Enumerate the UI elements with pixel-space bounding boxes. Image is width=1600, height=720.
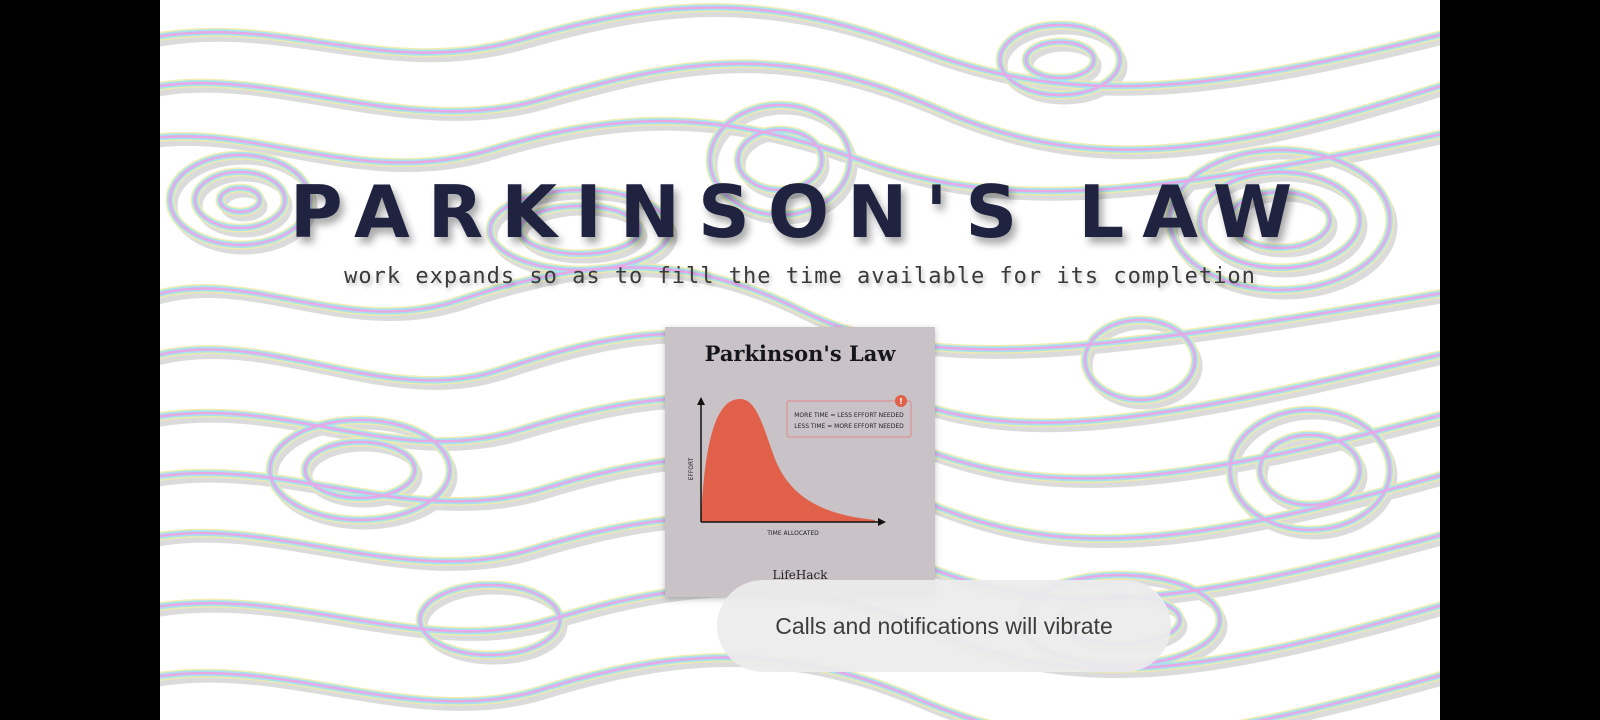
y-axis-label: EFFORT bbox=[688, 457, 695, 480]
slide-title: PARKINSON'S LAW bbox=[289, 170, 1311, 254]
infographic-brand: LifeHack bbox=[772, 568, 828, 582]
slide-subtitle: work expands so as to fill the time avai… bbox=[344, 264, 1256, 289]
note-line-2: LESS TIME = MORE EFFORT NEEDED bbox=[794, 423, 904, 430]
alert-badge-icon bbox=[895, 395, 907, 407]
video-slide[interactable]: PARKINSON'S LAW work expands so as to fi… bbox=[160, 0, 1440, 720]
parkinsons-law-infographic: Parkinson's Law EFFORT TIME ALLOCATED MO… bbox=[665, 327, 935, 597]
vibrate-mode-toast: Calls and notifications will vibrate bbox=[717, 580, 1171, 672]
toast-message: Calls and notifications will vibrate bbox=[775, 612, 1113, 639]
y-axis-arrow-icon bbox=[697, 397, 705, 405]
note-box bbox=[786, 400, 912, 438]
note-line-1: MORE TIME = LESS EFFORT NEEDED bbox=[794, 412, 904, 419]
x-axis-arrow-icon bbox=[878, 518, 886, 526]
alert-badge-glyph: ! bbox=[899, 397, 903, 406]
x-axis-label: TIME ALLOCATED bbox=[766, 530, 819, 537]
effort-curve bbox=[701, 399, 875, 522]
effort-time-chart: EFFORT TIME ALLOCATED MORE TIME = LESS E… bbox=[688, 395, 912, 537]
infographic-title: Parkinson's Law bbox=[704, 341, 896, 366]
